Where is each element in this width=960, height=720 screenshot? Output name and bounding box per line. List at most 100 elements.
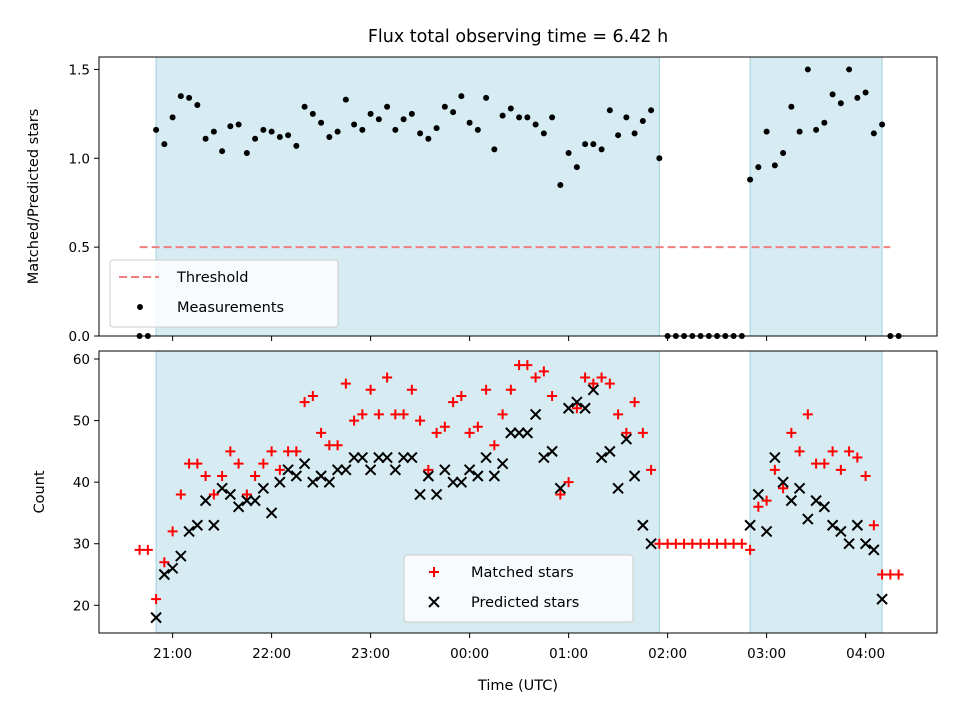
predicted-star-point xyxy=(760,525,773,538)
predicted-star-point xyxy=(604,445,616,458)
matched-star-point xyxy=(530,372,541,383)
matched-star-point xyxy=(274,464,285,475)
top-y-axis: 0.0 0.5 1.0 1.5 xyxy=(69,62,99,345)
top-y-tick-label: 1.0 xyxy=(69,151,90,167)
matched-star-point xyxy=(637,427,648,438)
matched-star-point xyxy=(621,427,632,438)
measurement-point xyxy=(285,132,292,139)
measurement-point xyxy=(252,135,259,142)
measurement-point xyxy=(780,149,787,156)
predicted-star-point xyxy=(364,464,377,476)
top-series-layer xyxy=(136,66,902,339)
matched-star-point xyxy=(646,464,657,475)
measurement-point xyxy=(392,126,399,133)
measurement-point xyxy=(524,114,531,121)
predicted-star-point xyxy=(274,476,286,488)
measurement-point xyxy=(268,128,275,135)
measurement-point xyxy=(417,130,424,137)
matched-star-point xyxy=(522,360,533,371)
top-legend-label: Threshold xyxy=(176,270,248,286)
matched-star-point xyxy=(844,446,855,457)
measurement-point xyxy=(771,162,778,169)
matched-star-point xyxy=(852,452,863,463)
matched-star-point xyxy=(786,427,797,438)
x-tick-label: 03:00 xyxy=(747,646,786,662)
predicted-star-point xyxy=(463,464,476,476)
measurement-point xyxy=(441,103,448,110)
measurement-point xyxy=(474,126,481,133)
measurement-point xyxy=(359,126,366,133)
x-tick-label: 23:00 xyxy=(351,646,390,662)
measurement-point xyxy=(846,66,853,73)
measurement-point xyxy=(433,125,440,132)
predicted-star-point xyxy=(447,476,459,488)
top-legend: Threshold Measurements xyxy=(109,259,339,328)
predicted-star-point xyxy=(340,464,352,476)
matched-star-point xyxy=(604,378,615,389)
matched-star-point xyxy=(175,489,186,500)
measurement-point xyxy=(318,119,325,126)
predicted-star-point xyxy=(538,451,550,464)
predicted-star-point xyxy=(480,451,492,464)
bottom-y-tick-label: 20 xyxy=(73,598,90,614)
measurement-point xyxy=(458,93,465,100)
matched-star-point xyxy=(794,446,805,457)
measurement-point xyxy=(755,164,762,171)
matched-star-point xyxy=(769,464,780,475)
predicted-star-point xyxy=(769,451,781,464)
measurement-point xyxy=(639,117,646,124)
measurement-point xyxy=(202,135,209,142)
bottom-y-tick-label: 30 xyxy=(73,537,90,553)
measurement-point xyxy=(342,96,349,103)
measurement-point xyxy=(153,126,160,133)
measurement-point xyxy=(813,126,820,133)
matched-star-point xyxy=(464,427,475,438)
measurement-point xyxy=(499,112,506,119)
matched-star-point xyxy=(167,526,178,537)
predicted-star-point xyxy=(529,408,542,421)
predicted-star-point xyxy=(397,451,410,464)
measurement-point xyxy=(334,128,341,135)
predicted-star-point xyxy=(612,482,624,495)
measurement-point xyxy=(854,94,861,101)
measurement-point xyxy=(557,181,564,188)
measurement-point xyxy=(565,149,572,156)
bottom-observing-window xyxy=(750,351,883,633)
matched-star-point xyxy=(151,594,162,605)
matched-star-point xyxy=(753,501,764,512)
predicted-star-point xyxy=(587,384,600,396)
matched-star-point xyxy=(208,489,219,500)
predicted-star-point xyxy=(232,501,245,513)
matched-star-point xyxy=(159,557,170,568)
bottom-series-layer xyxy=(134,360,904,624)
measurement-point xyxy=(573,164,580,171)
predicted-star-point xyxy=(802,513,814,525)
x-tick-label: 04:00 xyxy=(846,646,885,662)
chart-title: Flux total observing time = 6.42 h xyxy=(368,27,668,47)
matched-star-point xyxy=(761,495,772,506)
matched-star-point xyxy=(406,384,417,395)
predicted-star-point xyxy=(290,470,303,482)
matched-star-point xyxy=(357,409,368,420)
matched-star-point xyxy=(241,489,252,500)
matched-star-point xyxy=(415,415,426,426)
matched-star-point xyxy=(307,390,318,401)
bottom-y-tick-label: 40 xyxy=(73,475,90,491)
matched-star-point xyxy=(373,409,384,420)
measurement-point xyxy=(491,146,498,153)
measurement-point xyxy=(260,126,267,133)
measurement-point xyxy=(276,133,283,140)
predicted-star-point xyxy=(208,519,220,531)
measurement-point xyxy=(177,93,184,100)
matched-star-point xyxy=(588,378,599,389)
top-legend-box xyxy=(109,259,339,328)
predicted-star-point xyxy=(637,519,649,531)
predicted-star-point xyxy=(777,476,789,488)
predicted-star-point xyxy=(818,501,831,513)
measurement-point xyxy=(227,123,234,130)
top-y-axis-label: Matched/Predicted stars xyxy=(26,109,42,285)
predicted-star-point xyxy=(414,488,426,501)
predicted-star-point xyxy=(307,476,319,488)
measurement-point xyxy=(862,89,869,96)
matched-star-point xyxy=(505,384,516,395)
